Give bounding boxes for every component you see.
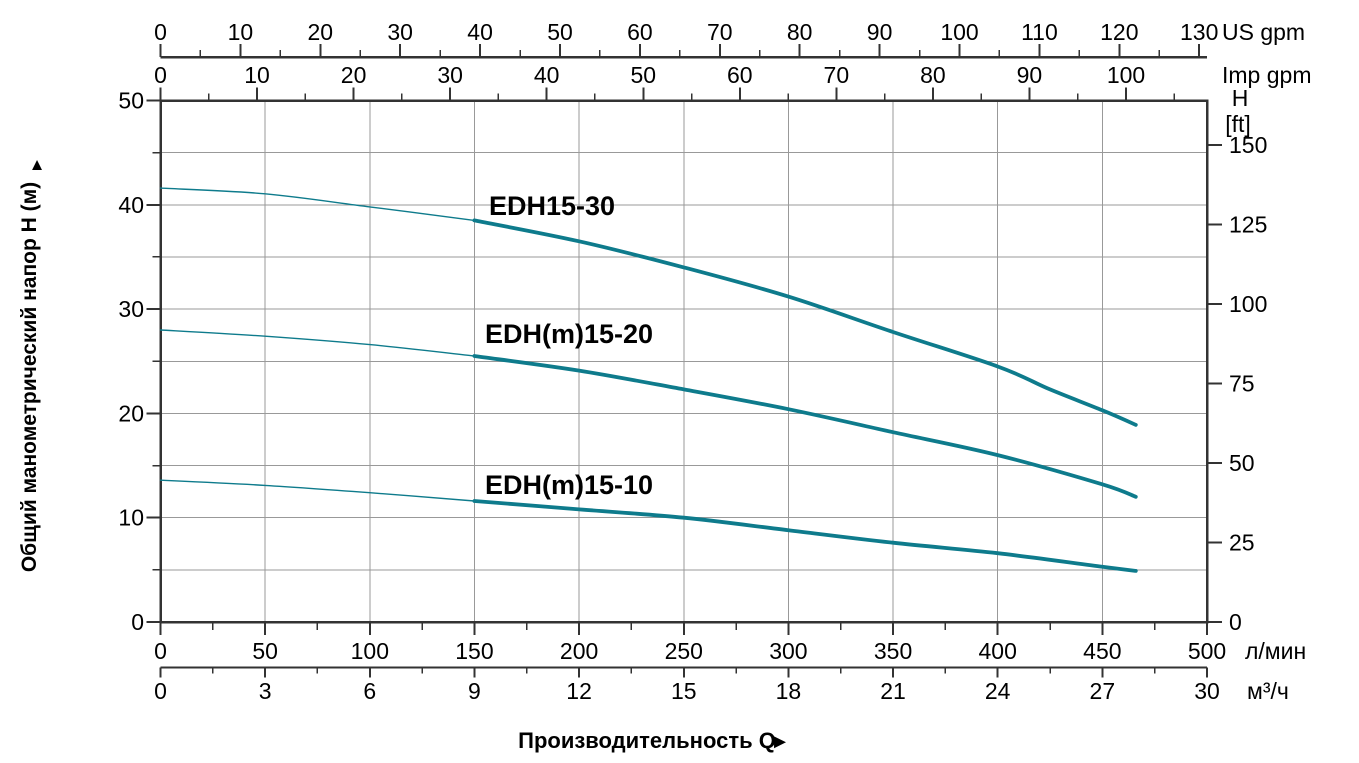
us-gpm-tick-label: 110	[1021, 19, 1058, 45]
head-ft-tick-label: 75	[1229, 371, 1255, 397]
head-ft-tick-label: 25	[1229, 530, 1255, 556]
lmin-tick-label: 500	[1188, 638, 1226, 664]
lmin-tick-label: 450	[1083, 638, 1121, 664]
y-axis-title: Общий манометрический напор H (м) ▲	[18, 155, 45, 572]
head-m-tick-label: 20	[118, 400, 144, 426]
curve-label-EDH15-30: EDH15-30	[489, 191, 615, 221]
y-axis-title-text: Общий манометрический напор H (м)	[18, 182, 41, 572]
head-m-tick-label: 0	[131, 609, 144, 635]
us-gpm-unit: US gpm	[1222, 19, 1305, 45]
axis-m3h: 0 3 6 9 12 15 18 21 24 27 30 м³/ч	[154, 666, 1289, 704]
x-axis-title: Производительность Q►	[518, 728, 790, 753]
us-gpm-tick-label: 0	[154, 19, 167, 45]
imp-gpm-unit: Imp gpm	[1222, 62, 1311, 88]
y-axis-arrow-icon: ▲	[29, 155, 46, 174]
us-gpm-tick-label: 70	[707, 19, 733, 45]
head-m-tick-label: 30	[118, 296, 144, 322]
head-ft-tick-label: 50	[1229, 450, 1255, 476]
head-m-tick-label: 10	[118, 505, 144, 531]
us-gpm-tick-label: 100	[940, 19, 978, 45]
imp-gpm-tick-label: 100	[1107, 62, 1145, 88]
lmin-tick-label: 300	[769, 638, 807, 664]
imp-gpm-tick-label: 0	[154, 62, 167, 88]
m3h-tick-label: 18	[776, 678, 802, 704]
axis-imp-gpm: 0 10 20 30 40 50 60 70 80 90 100 Imp gpm	[154, 62, 1311, 101]
imp-gpm-tick-label: 10	[244, 62, 270, 88]
lmin-tick-label: 350	[874, 638, 912, 664]
head-ft-tick-label: 0	[1229, 609, 1242, 635]
m3h-tick-label: 6	[363, 678, 376, 704]
us-gpm-tick-label: 80	[787, 19, 813, 45]
head-ft-tick-label: 100	[1229, 291, 1267, 317]
head-ft-unit-ft: [ft]	[1225, 111, 1251, 137]
lmin-tick-label: 250	[665, 638, 703, 664]
m3h-tick-label: 12	[566, 678, 592, 704]
m3h-tick-label: 27	[1090, 678, 1116, 704]
curve-EDH(m)15-20	[159, 329, 1138, 499]
imp-gpm-tick-label: 60	[727, 62, 753, 88]
lmin-unit: л/мин	[1245, 638, 1306, 664]
x-axis-arrow-icon: ►	[770, 731, 790, 753]
m3h-tick-label: 0	[154, 678, 167, 704]
imp-gpm-tick-label: 40	[534, 62, 560, 88]
axis-lmin: 0 50 100 150 200 250 300 350 400 450 500 л/мин	[154, 622, 1306, 664]
curve-label-EDH(m)15-20: EDH(m)15-20	[485, 319, 653, 349]
us-gpm-tick-label: 60	[627, 19, 653, 45]
imp-gpm-tick-label: 20	[341, 62, 367, 88]
m3h-unit: м³/ч	[1247, 678, 1289, 704]
axis-head-ft: 0 25 50 75 100 125 150 H[ft]	[1207, 85, 1267, 635]
head-ft-tick-label: 125	[1229, 212, 1267, 238]
m3h-tick-label: 9	[468, 678, 481, 704]
curve-label-EDH(m)15-10: EDH(m)15-10	[485, 470, 653, 500]
m3h-tick-label: 21	[880, 678, 906, 704]
us-gpm-tick-label: 120	[1100, 19, 1138, 45]
lmin-tick-label: 200	[560, 638, 598, 664]
imp-gpm-tick-label: 30	[437, 62, 463, 88]
us-gpm-tick-label: 30	[387, 19, 413, 45]
axis-head-m: 0 10 20 30 40 50	[118, 88, 161, 635]
m3h-tick-label: 24	[985, 678, 1011, 704]
us-gpm-tick-label: 130	[1180, 19, 1218, 45]
gridlines	[160, 100, 1207, 622]
lmin-tick-label: 0	[154, 638, 167, 664]
imp-gpm-tick-label: 50	[630, 62, 656, 88]
head-ft-unit-h: H	[1232, 85, 1249, 111]
m3h-tick-label: 15	[671, 678, 697, 704]
lmin-tick-label: 50	[252, 638, 278, 664]
us-gpm-tick-label: 40	[467, 19, 493, 45]
us-gpm-tick-label: 50	[547, 19, 573, 45]
head-m-tick-label: 50	[118, 88, 144, 114]
x-axis-title-text: Производительность Q	[518, 728, 776, 753]
curve-EDH(m)15-10	[159, 479, 1138, 573]
m3h-tick-label: 3	[259, 678, 272, 704]
axis-us-gpm: 0 10 20 30 40 50 60 70 80 90 100 110 120 130 US gpm	[154, 19, 1305, 59]
us-gpm-tick-label: 20	[308, 19, 334, 45]
lmin-tick-label: 150	[455, 638, 493, 664]
head-m-tick-label: 40	[118, 192, 144, 218]
us-gpm-tick-label: 10	[228, 19, 254, 45]
lmin-tick-label: 400	[979, 638, 1017, 664]
curve-EDH15-30	[159, 187, 1138, 427]
m3h-tick-label: 30	[1194, 678, 1220, 704]
lmin-tick-label: 100	[351, 638, 389, 664]
imp-gpm-tick-label: 80	[920, 62, 946, 88]
us-gpm-tick-label: 90	[867, 19, 893, 45]
imp-gpm-tick-label: 70	[824, 62, 850, 88]
head-ft-tick-label: 150	[1229, 132, 1267, 158]
imp-gpm-tick-label: 90	[1017, 62, 1043, 88]
